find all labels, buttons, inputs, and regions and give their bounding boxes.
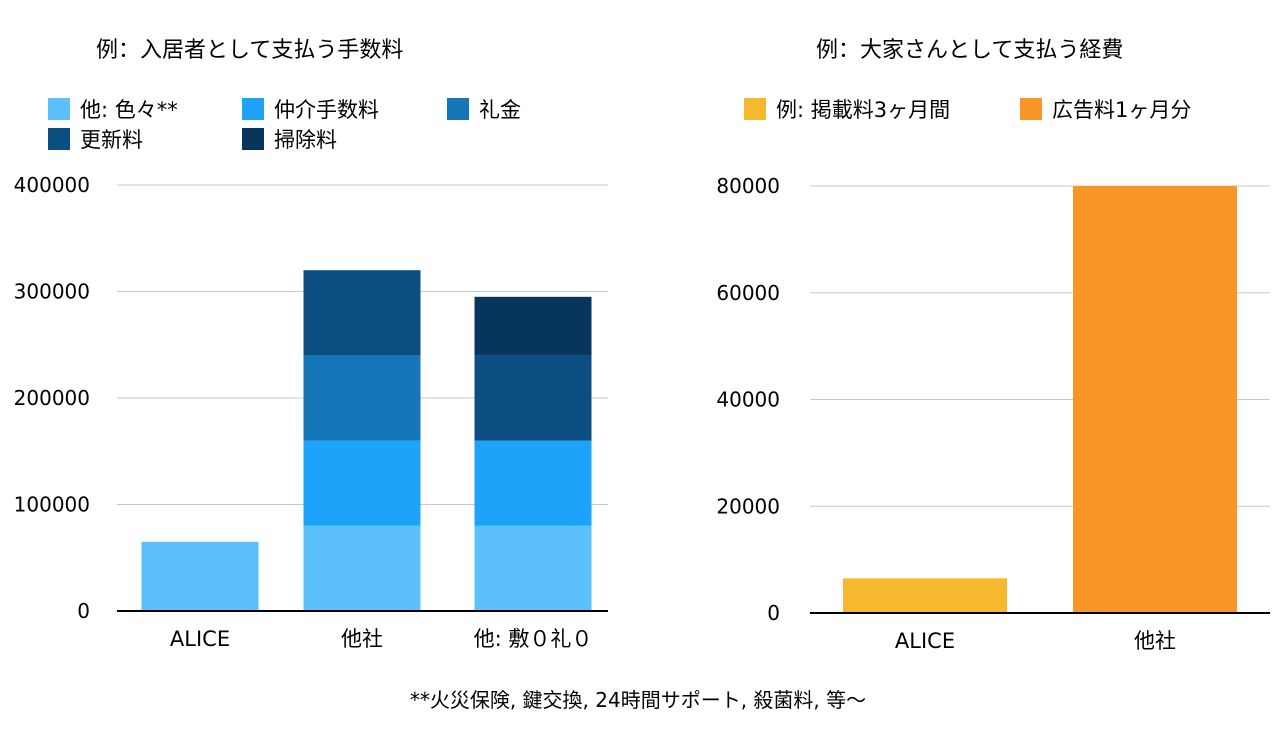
legend-label: 例: 掲載料3ヶ月間 (776, 98, 951, 122)
bar-segment (303, 355, 421, 441)
legend-swatch (242, 98, 264, 120)
landlord-expenses-plot: 0 20000 40000 60000 80000 ALICE 他社 (716, 174, 1270, 653)
legend-swatch (48, 98, 70, 120)
y-tick-label: 200000 (14, 386, 90, 410)
y-tick-label: 20000 (716, 494, 780, 518)
legend-item-renewal: 更新料 (48, 124, 143, 154)
y-tick-label: 40000 (716, 388, 780, 412)
y-tick-label: 300000 (14, 280, 90, 304)
tenant-fees-plot: 0 100000 200000 300000 400000 ALICE 他社 他: 敷０礼０ (14, 173, 608, 651)
legend-label: 掃除料 (274, 128, 337, 152)
legend-item-ad-fee: 広告料1ヶ月分 (1020, 94, 1191, 124)
legend-swatch (447, 98, 469, 120)
y-tick-label: 80000 (716, 174, 780, 198)
bar-segment (303, 270, 421, 356)
legend-item-key-money: 礼金 (447, 94, 521, 124)
bar-segment (141, 541, 259, 611)
bar-segment (303, 440, 421, 526)
legend-label: 広告料1ヶ月分 (1052, 98, 1192, 122)
legend-label: 更新料 (80, 128, 143, 152)
legend-label: 仲介手数料 (274, 98, 379, 122)
bar (843, 578, 1007, 613)
legend-item-listing-fee: 例: 掲載料3ヶ月間 (744, 94, 950, 124)
category-label: ALICE (895, 629, 955, 653)
legend-swatch (744, 98, 766, 120)
y-tick-label: 60000 (716, 281, 780, 305)
legend-swatch (48, 128, 70, 150)
bar-segment (303, 525, 421, 611)
bar-segment (474, 440, 592, 526)
y-tick-label: 0 (77, 599, 90, 623)
y-tick-label: 0 (767, 601, 780, 625)
legend-item-other: 他: 色々** (48, 94, 178, 124)
y-tick-label: 400000 (14, 173, 90, 197)
legend-swatch (1020, 98, 1042, 120)
y-tick-label: 100000 (14, 493, 90, 517)
footnote: **火災保険, 鍵交換, 24時間サポート, 殺菌料, 等〜 (409, 688, 867, 712)
legend-item-cleaning: 掃除料 (242, 124, 337, 154)
tenant-fees-chart: 例：入居者として支払う手数料 他: 色々** 仲介手数料 礼金 更新料 掃除料 … (0, 0, 640, 680)
category-label: 他社 (1134, 629, 1176, 653)
bar-segment (474, 355, 592, 441)
chart-title: 例：入居者として支払う手数料 (96, 38, 404, 63)
category-label: ALICE (170, 627, 230, 651)
category-label: 他: 敷０礼０ (474, 627, 593, 651)
legend-swatch (242, 128, 264, 150)
bar-segment (474, 525, 592, 611)
category-label: 他社 (341, 627, 383, 651)
legend-label: 他: 色々** (80, 98, 178, 122)
bar (1073, 186, 1237, 613)
landlord-expenses-chart: 例：大家さんとして支払う経費 例: 掲載料3ヶ月間 広告料1ヶ月分 0 20000… (640, 0, 1276, 680)
bar-segment (474, 296, 592, 356)
legend-label: 礼金 (479, 98, 521, 122)
chart-title: 例：大家さんとして支払う経費 (816, 38, 1124, 63)
legend-item-brokerage: 仲介手数料 (242, 94, 379, 124)
